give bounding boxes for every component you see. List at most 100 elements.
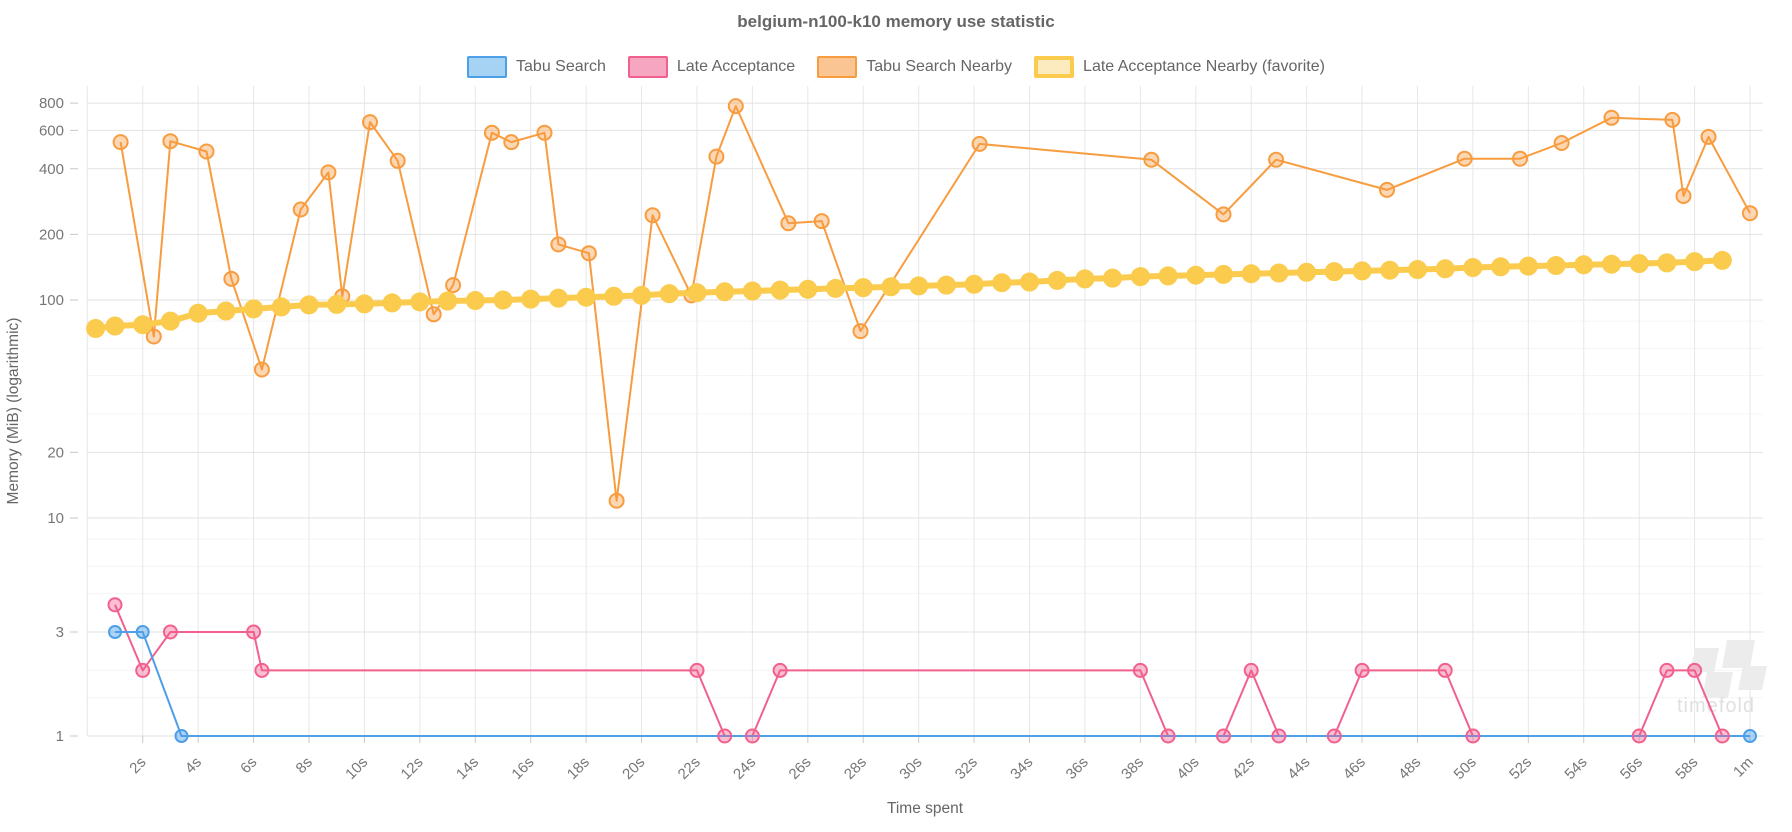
data-point xyxy=(1463,258,1483,277)
legend-label: Tabu Search Nearby xyxy=(866,58,1013,75)
data-point xyxy=(936,275,956,295)
data-point xyxy=(162,133,179,150)
data-point xyxy=(1437,662,1453,678)
x-tick-label: 58s xyxy=(1672,754,1701,783)
data-point xyxy=(244,299,264,319)
data-point xyxy=(382,293,402,313)
data-point xyxy=(659,284,679,304)
data-point xyxy=(580,245,597,262)
x-tick-label: 12s xyxy=(398,754,427,783)
data-point xyxy=(1271,728,1287,744)
data-point xyxy=(160,311,180,331)
x-tick-label: 28s xyxy=(841,754,870,783)
data-point xyxy=(1629,254,1649,273)
data-point xyxy=(536,124,553,141)
x-tick-label: 48s xyxy=(1395,754,1424,783)
data-point xyxy=(1354,662,1370,678)
data-point xyxy=(223,270,240,287)
data-point xyxy=(503,134,520,151)
y-tick-label: 400 xyxy=(39,161,64,178)
data-point xyxy=(1326,728,1342,744)
gridlines xyxy=(86,86,1763,737)
legend-item-late-acceptance-nearby-favorite[interactable]: Late Acceptance Nearby (favorite) xyxy=(1034,56,1325,78)
data-point xyxy=(521,289,541,309)
flag-square xyxy=(1738,666,1767,690)
data-point xyxy=(1130,267,1150,287)
x-tick-label: 1m xyxy=(1730,754,1757,781)
data-point xyxy=(271,297,291,317)
legend-item-tabu-search-nearby[interactable]: Tabu Search Nearby xyxy=(817,56,1012,78)
series-tabu-search-points xyxy=(108,625,1757,743)
data-point xyxy=(254,662,270,678)
legend-item-tabu-search[interactable]: Tabu Search xyxy=(467,56,606,78)
x-tick-label: 34s xyxy=(1007,754,1036,783)
data-point xyxy=(1215,206,1232,223)
x-tick-label: 40s xyxy=(1173,754,1202,783)
x-tick-label: 38s xyxy=(1118,754,1147,783)
data-point xyxy=(1214,264,1233,284)
data-point xyxy=(1143,151,1160,168)
data-point xyxy=(1020,272,1039,292)
data-point xyxy=(1742,205,1758,222)
data-point xyxy=(1491,257,1511,277)
legend-swatch xyxy=(1034,56,1075,78)
data-point xyxy=(992,273,1012,293)
data-point xyxy=(389,152,406,169)
data-point xyxy=(826,278,845,298)
x-tick-label: 6s xyxy=(237,754,260,777)
data-point xyxy=(576,287,596,307)
data-point xyxy=(1675,188,1692,204)
data-point xyxy=(1324,262,1344,282)
x-tick-label: 10s xyxy=(342,754,371,783)
data-point xyxy=(438,291,458,311)
x-tick-label: 36s xyxy=(1063,754,1092,783)
data-point xyxy=(708,148,725,165)
data-point xyxy=(1685,252,1705,272)
flag-square xyxy=(1690,648,1719,672)
legend-swatch xyxy=(817,56,858,78)
data-point xyxy=(1518,256,1538,276)
data-point xyxy=(135,625,150,639)
data-point xyxy=(133,315,153,335)
data-point xyxy=(1435,259,1455,279)
data-point xyxy=(550,236,567,253)
series-late-acceptance-nearby-favorite-points xyxy=(86,250,1732,338)
data-point xyxy=(445,277,462,294)
data-point xyxy=(1047,270,1067,290)
data-point xyxy=(1546,256,1566,275)
timefold-flag-icon xyxy=(1690,640,1767,698)
data-point xyxy=(1743,729,1757,743)
data-point xyxy=(717,728,733,744)
data-point xyxy=(1241,264,1261,284)
data-point xyxy=(1216,728,1231,744)
data-point xyxy=(174,729,189,743)
data-point xyxy=(425,306,442,323)
x-tick-label: 42s xyxy=(1229,754,1258,783)
data-point xyxy=(253,361,270,378)
x-tick-label: 20s xyxy=(619,754,648,783)
data-point xyxy=(1603,109,1620,126)
data-point xyxy=(1602,254,1621,274)
data-point xyxy=(715,282,735,302)
x-tick-label: 32s xyxy=(952,754,981,783)
data-point xyxy=(135,662,151,678)
data-point xyxy=(632,285,651,305)
data-point xyxy=(1664,111,1681,128)
x-tick-label: 52s xyxy=(1506,754,1535,783)
x-tick-label: 46s xyxy=(1340,754,1369,783)
x-tick-label: 14s xyxy=(453,754,482,783)
legend-item-late-acceptance[interactable]: Late Acceptance xyxy=(627,56,796,78)
data-point xyxy=(742,281,762,301)
data-point xyxy=(1512,150,1528,167)
chart-legend: Tabu Search Late Acceptance Tabu Search Ne… xyxy=(0,56,1792,78)
x-tick-label: 44s xyxy=(1284,754,1313,783)
series-late-acceptance-points xyxy=(107,597,1730,744)
data-point xyxy=(1714,728,1730,744)
legend-label: Late Acceptance xyxy=(676,58,796,75)
data-point xyxy=(971,135,988,152)
data-point xyxy=(493,290,513,310)
x-tick-label: 18s xyxy=(564,754,593,783)
data-point xyxy=(292,201,309,218)
